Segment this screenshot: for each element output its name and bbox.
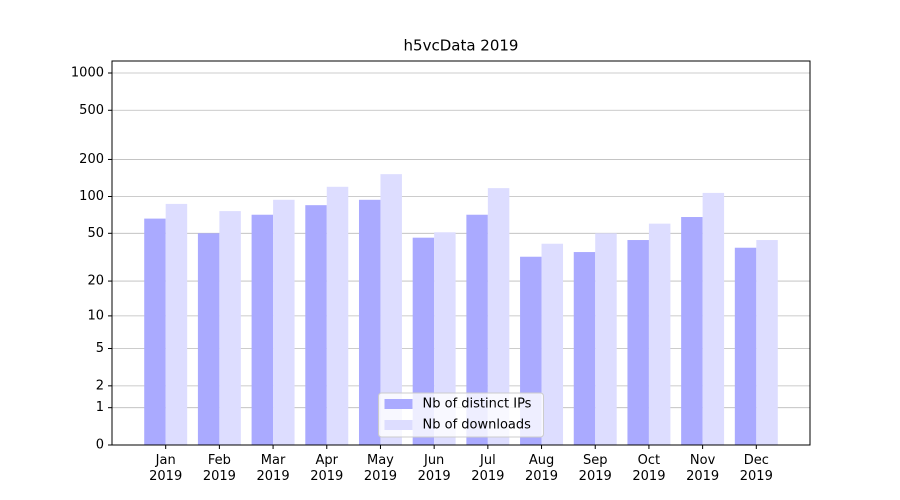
- bar: [681, 217, 703, 445]
- x-tick-label: Mar 2019: [256, 453, 290, 484]
- y-tick-label: 1000: [71, 66, 104, 81]
- x-tick-label: Aug 2019: [524, 453, 559, 484]
- chart-title: h5vcData 2019: [404, 37, 519, 55]
- bar: [702, 192, 725, 445]
- bar: [466, 214, 488, 445]
- bar: [380, 174, 402, 446]
- y-tick-label: 1: [96, 400, 104, 415]
- x-tick-label: May 2019: [363, 453, 397, 484]
- bar: [305, 205, 327, 445]
- x-tick-label: Dec 2019: [739, 453, 773, 484]
- y-tick-label: 200: [79, 152, 104, 167]
- y-tick-label: 5: [96, 341, 104, 356]
- bar: [326, 186, 349, 445]
- bar: [273, 199, 295, 445]
- y-tick-label: 20: [87, 274, 104, 289]
- y-tick-label: 10: [87, 308, 104, 323]
- y-tick-label: 500: [79, 103, 104, 118]
- legend-box: [378, 392, 544, 438]
- bar: [487, 188, 510, 445]
- legend-label: Nb of downloads: [423, 418, 532, 433]
- bar: [595, 233, 617, 445]
- bar: [648, 223, 671, 445]
- bar: [734, 247, 757, 445]
- x-tick-label: Apr 2019: [310, 453, 344, 484]
- x-tick-label: Jul 2019: [471, 453, 505, 484]
- x-tick-label: Feb 2019: [202, 453, 236, 484]
- bar: [756, 240, 778, 445]
- bar: [219, 211, 241, 445]
- bar: [358, 199, 381, 445]
- bar: [197, 233, 220, 445]
- x-tick-label: Nov 2019: [686, 453, 720, 484]
- plot-frame: [111, 60, 811, 446]
- legend-swatch: [384, 399, 413, 409]
- y-tick-label: 100: [79, 189, 104, 204]
- bar: [434, 232, 456, 445]
- bar: [627, 240, 649, 445]
- x-tick-label: Sep 2019: [578, 453, 612, 484]
- legend: Nb of distinct IPs Nb of downloads: [378, 392, 544, 438]
- y-tick-label: 0: [96, 438, 104, 453]
- y-tick-label: 2: [96, 378, 104, 393]
- bar: [251, 214, 274, 445]
- legend-label: Nb of distinct IPs: [423, 397, 532, 412]
- legend-swatch: [384, 420, 413, 430]
- y-tick-label: 50: [87, 226, 104, 241]
- bar: [144, 218, 166, 445]
- bar: [573, 252, 596, 445]
- x-tick-label: Jun 2019: [417, 453, 451, 484]
- x-tick-label: Oct 2019: [632, 453, 666, 484]
- bar: [165, 203, 188, 445]
- bar: [541, 243, 564, 445]
- x-tick-label: Jan 2019: [149, 453, 183, 484]
